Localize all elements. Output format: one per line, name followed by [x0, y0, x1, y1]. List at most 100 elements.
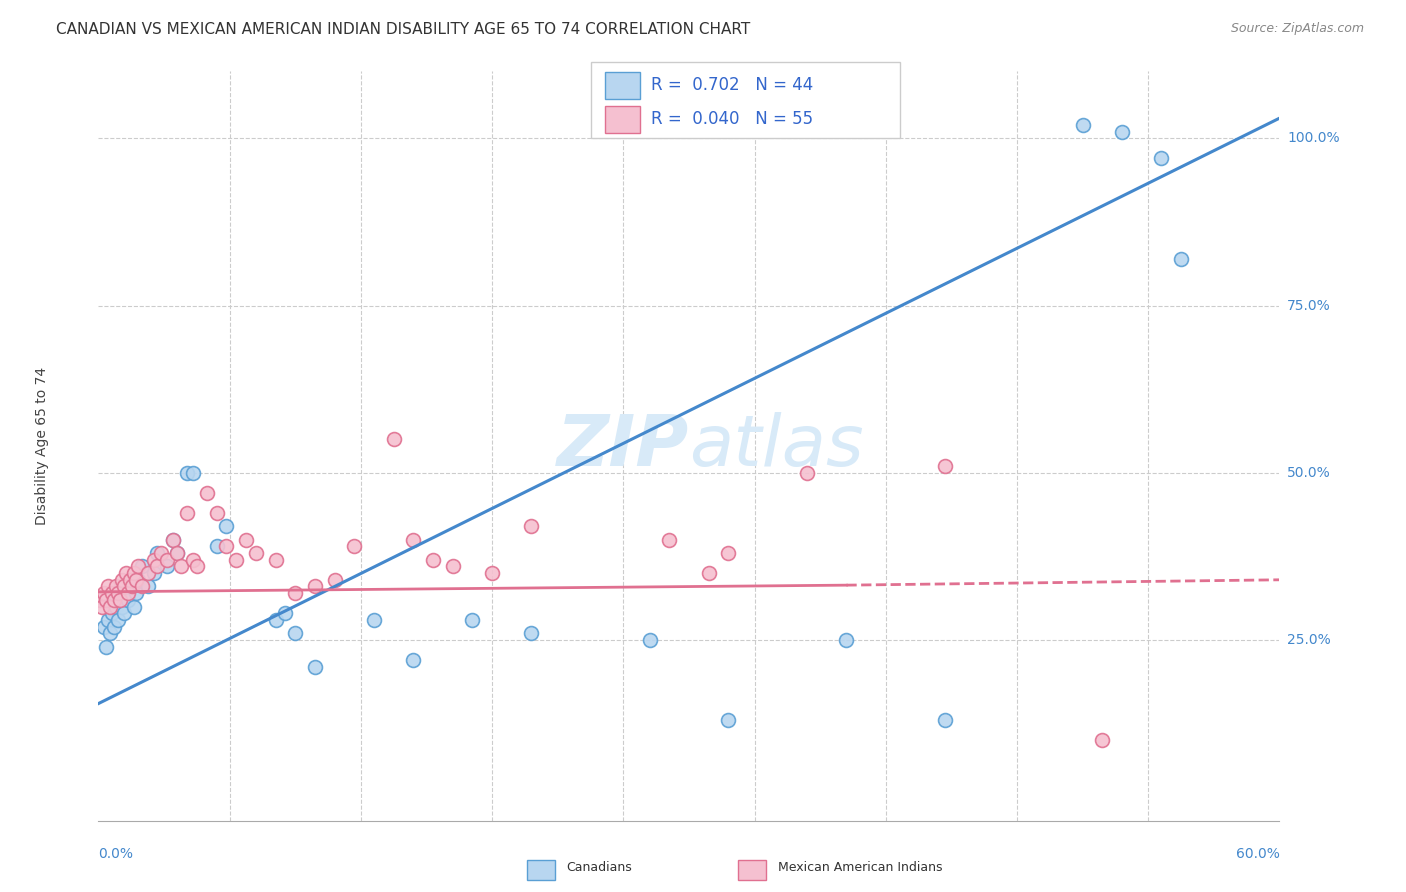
Point	[176, 506, 198, 520]
Point	[1111, 125, 1133, 139]
Point	[101, 607, 124, 621]
Point	[136, 566, 159, 581]
Point	[215, 519, 238, 533]
Point	[343, 539, 366, 553]
Point	[136, 580, 159, 594]
Point	[697, 566, 720, 581]
Point	[125, 573, 148, 587]
Point	[225, 553, 247, 567]
Point	[98, 626, 121, 640]
Point	[264, 553, 287, 567]
Point	[107, 586, 129, 600]
Text: 75.0%: 75.0%	[1288, 299, 1331, 312]
Point	[127, 573, 149, 587]
Point	[103, 593, 125, 607]
Point	[422, 553, 444, 567]
Point	[481, 566, 503, 581]
Point	[122, 566, 145, 581]
Point	[146, 546, 169, 560]
Point	[150, 546, 173, 560]
Point	[382, 433, 405, 447]
Text: R =  0.040   N = 55: R = 0.040 N = 55	[651, 111, 813, 128]
Point	[1170, 252, 1192, 266]
Point	[122, 599, 145, 614]
Point	[91, 599, 114, 614]
Point	[98, 599, 121, 614]
Point	[304, 580, 326, 594]
Text: ZIP: ZIP	[557, 411, 689, 481]
Text: 0.0%: 0.0%	[98, 847, 134, 862]
Point	[1071, 118, 1094, 132]
Point	[93, 620, 115, 634]
Point	[111, 573, 134, 587]
Point	[118, 580, 141, 594]
Point	[115, 566, 138, 581]
Point	[166, 546, 188, 560]
Point	[402, 533, 425, 547]
Point	[131, 559, 153, 574]
Point	[156, 553, 179, 567]
Text: Source: ZipAtlas.com: Source: ZipAtlas.com	[1230, 22, 1364, 36]
Point	[162, 533, 184, 547]
Point	[97, 580, 120, 594]
Point	[146, 559, 169, 574]
Point	[934, 459, 956, 474]
Point	[117, 593, 139, 607]
Point	[520, 626, 543, 640]
Point	[108, 593, 131, 607]
Point	[717, 546, 740, 560]
Point	[162, 533, 184, 547]
Point	[89, 593, 111, 607]
Point	[131, 580, 153, 594]
Point	[125, 586, 148, 600]
Point	[112, 607, 135, 621]
Text: 60.0%: 60.0%	[1236, 847, 1279, 862]
Text: 50.0%: 50.0%	[1288, 466, 1331, 480]
Point	[717, 714, 740, 728]
Point	[121, 580, 143, 594]
Text: CANADIAN VS MEXICAN AMERICAN INDIAN DISABILITY AGE 65 TO 74 CORRELATION CHART: CANADIAN VS MEXICAN AMERICAN INDIAN DISA…	[56, 22, 751, 37]
Point	[441, 559, 464, 574]
Text: Disability Age 65 to 74: Disability Age 65 to 74	[35, 367, 49, 525]
Point	[205, 539, 228, 553]
Point	[284, 586, 307, 600]
Point	[170, 559, 193, 574]
Text: 100.0%: 100.0%	[1288, 131, 1340, 145]
Point	[796, 466, 818, 480]
Point	[461, 613, 484, 627]
Point	[142, 566, 165, 581]
Point	[101, 586, 124, 600]
Point	[107, 613, 129, 627]
Point	[323, 573, 346, 587]
Point	[96, 593, 118, 607]
Point	[118, 573, 141, 587]
Text: R =  0.702   N = 44: R = 0.702 N = 44	[651, 76, 813, 95]
Point	[934, 714, 956, 728]
Point	[186, 559, 208, 574]
Point	[166, 546, 188, 560]
Point	[115, 586, 138, 600]
Point	[105, 599, 128, 614]
Text: Canadians: Canadians	[567, 862, 633, 874]
Point	[1091, 733, 1114, 747]
Point	[142, 553, 165, 567]
Point	[264, 613, 287, 627]
Point	[176, 466, 198, 480]
Point	[112, 580, 135, 594]
Point	[363, 613, 385, 627]
Point	[658, 533, 681, 547]
Text: 25.0%: 25.0%	[1288, 633, 1331, 647]
Point	[127, 559, 149, 574]
Point	[195, 486, 218, 500]
Point	[93, 586, 115, 600]
Point	[284, 626, 307, 640]
Point	[205, 506, 228, 520]
Point	[274, 607, 297, 621]
Point	[638, 633, 661, 648]
Text: atlas: atlas	[689, 411, 863, 481]
Text: Mexican American Indians: Mexican American Indians	[778, 862, 942, 874]
Point	[235, 533, 257, 547]
Point	[520, 519, 543, 533]
Point	[117, 586, 139, 600]
Point	[835, 633, 858, 648]
